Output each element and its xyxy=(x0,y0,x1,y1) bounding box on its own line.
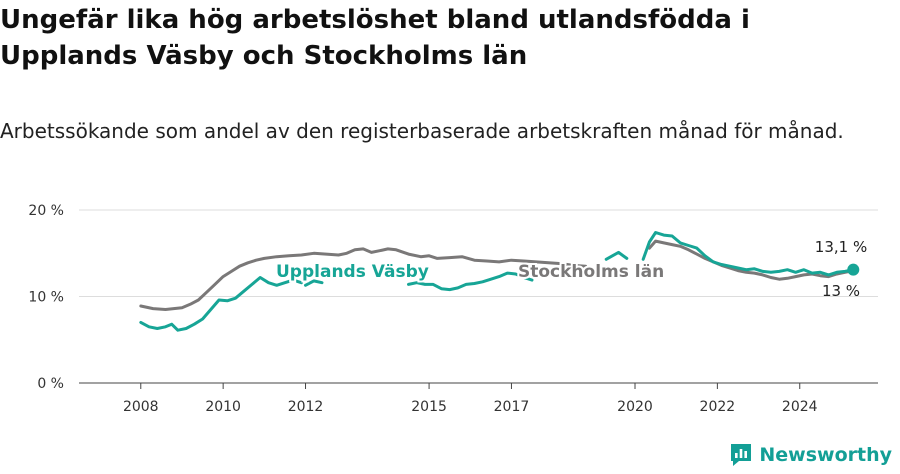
newsworthy-logo-icon xyxy=(731,444,752,466)
x-tick-label: 2017 xyxy=(494,399,530,415)
x-tick-label: 2024 xyxy=(782,399,818,415)
chart-title: Ungefär lika hög arbetslöshet bland utla… xyxy=(0,5,750,71)
x-tick-label: 2020 xyxy=(617,399,653,415)
series-line-stockholms-lan xyxy=(139,239,855,311)
y-tick-label: 0 % xyxy=(37,376,64,392)
series-label-stockholms-lan: Stockholms län xyxy=(518,262,664,282)
y-tick-label: 20 % xyxy=(28,203,64,219)
end-label-upplands-vasby: 13,1 % xyxy=(815,238,867,256)
x-tick-label: 2008 xyxy=(123,399,159,415)
chart-subtitle: Arbetssökande som andel av den registerb… xyxy=(0,119,844,143)
brand-logo: Newsworthy xyxy=(729,442,892,468)
series-label-upplands-vasby: Upplands Väsby xyxy=(276,262,429,282)
series-line-upplands-vasby xyxy=(139,231,855,332)
x-tick-label: 2010 xyxy=(205,399,241,415)
y-tick-label: 10 % xyxy=(28,290,64,306)
end-label-stockholms-lan: 13 % xyxy=(822,282,860,300)
x-tick-label: 2015 xyxy=(411,399,447,415)
x-tick-label: 2012 xyxy=(288,399,324,415)
end-point-marker xyxy=(847,263,860,276)
brand-name: Newsworthy xyxy=(759,444,892,466)
x-tick-label: 2022 xyxy=(700,399,736,415)
